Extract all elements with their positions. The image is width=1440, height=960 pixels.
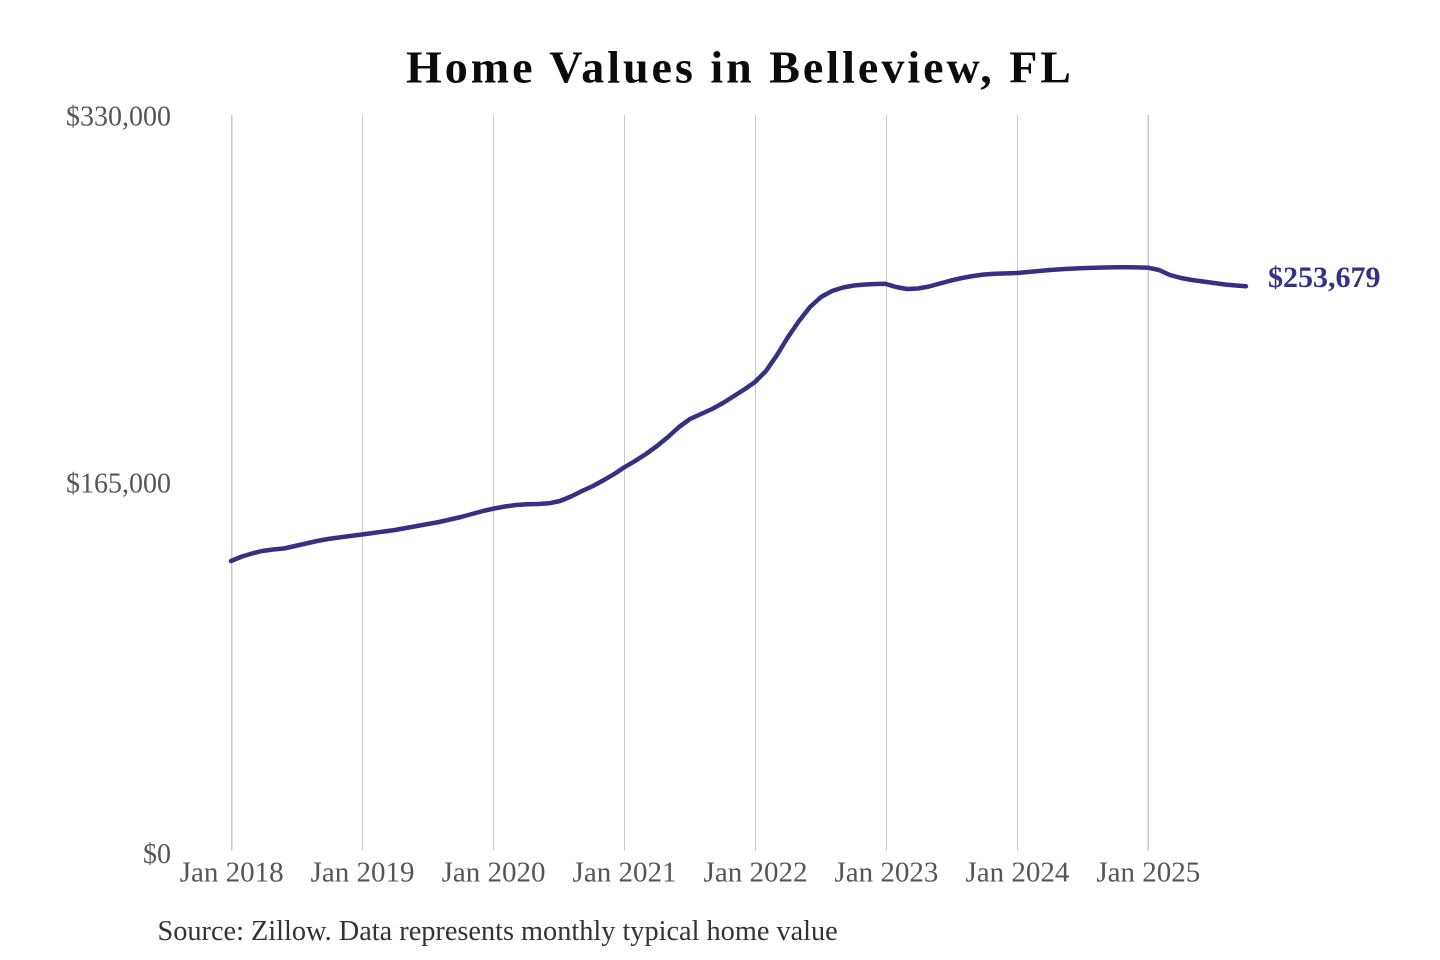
svg-text:Jan 2019: Jan 2019 bbox=[311, 857, 415, 889]
svg-text:Jan 2025: Jan 2025 bbox=[1096, 857, 1200, 889]
svg-text:Jan 2023: Jan 2023 bbox=[834, 857, 938, 889]
svg-text:Home Values in Belleview, FL: Home Values in Belleview, FL bbox=[406, 42, 1074, 93]
svg-text:Jan 2018: Jan 2018 bbox=[180, 857, 284, 889]
svg-text:$253,679: $253,679 bbox=[1268, 261, 1381, 294]
svg-text:$330,000: $330,000 bbox=[66, 102, 171, 133]
svg-text:$0: $0 bbox=[143, 839, 171, 870]
svg-text:Jan 2021: Jan 2021 bbox=[573, 857, 677, 889]
svg-text:Jan 2022: Jan 2022 bbox=[704, 857, 808, 889]
svg-text:Jan 2024: Jan 2024 bbox=[965, 857, 1069, 889]
svg-text:Jan 2020: Jan 2020 bbox=[442, 857, 546, 889]
svg-text:Source: Zillow. Data represent: Source: Zillow. Data represents monthly … bbox=[158, 916, 838, 947]
svg-text:$165,000: $165,000 bbox=[66, 469, 171, 500]
